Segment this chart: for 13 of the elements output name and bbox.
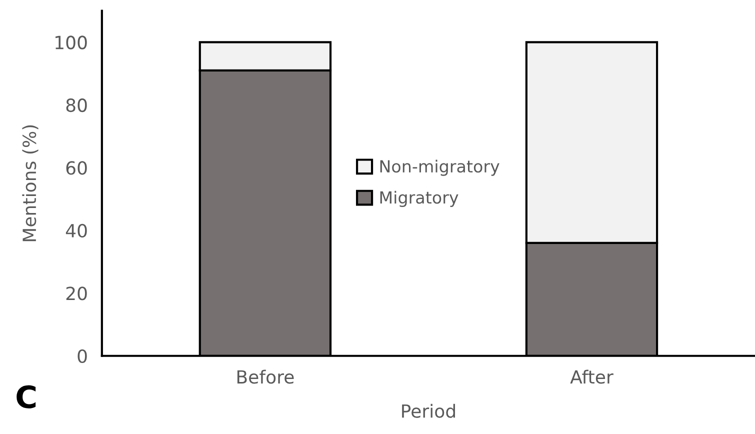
x-tick-label: Before [237,370,294,384]
y-tick-label: 60 [66,161,87,175]
text: C [16,385,36,408]
y-tick-label: 40 [66,224,87,238]
y-tick-label: 0 [78,349,87,363]
y-tick-label: 80 [66,98,87,112]
x-tick-label: After [570,370,614,384]
y-tick-label: 20 [66,286,87,300]
legend-label: Non-migratory [380,160,500,176]
x-axis-title: Period [402,404,455,418]
legend-label: Migratory [380,190,458,207]
y-tick-label: 100 [56,36,87,50]
y-axis-title: Mentions (%) [22,125,38,242]
